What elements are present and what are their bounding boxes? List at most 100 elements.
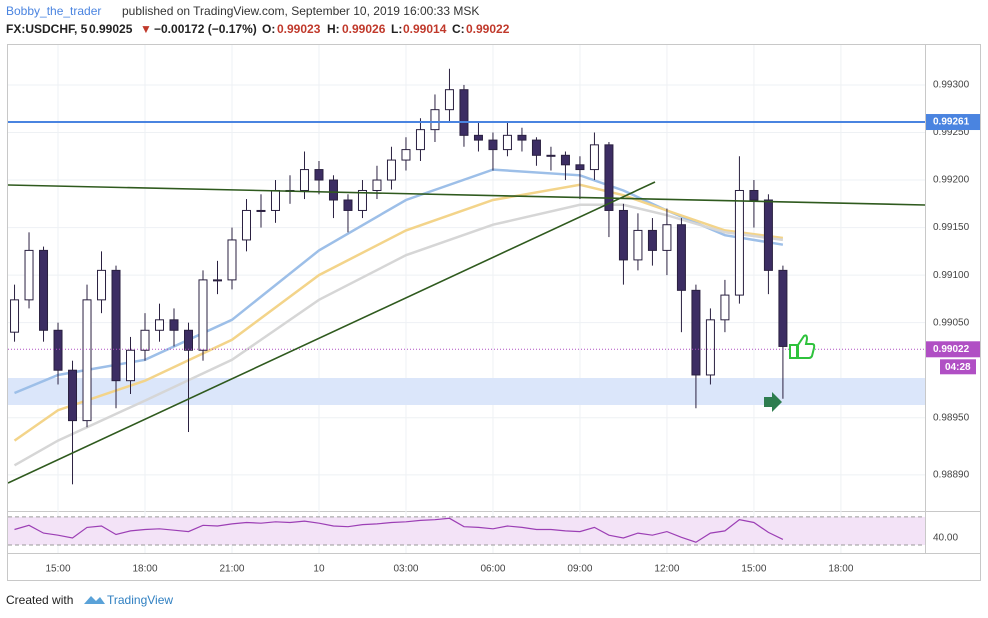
candle-body xyxy=(473,134,483,141)
candle-body xyxy=(618,209,628,261)
price-label: 0.99261 xyxy=(933,117,970,128)
close-label: C: xyxy=(452,22,465,36)
trend-line xyxy=(8,184,925,206)
y-tick-label: 40.00 xyxy=(933,533,958,544)
last-price-box xyxy=(926,341,980,358)
candle-body xyxy=(517,134,527,141)
candle-body xyxy=(82,299,92,422)
symbol: FX:USDCHF, 5 xyxy=(6,22,88,36)
last: 0.99025 xyxy=(89,22,133,36)
main-pane xyxy=(8,68,925,485)
candle-body xyxy=(10,299,20,333)
candle-body xyxy=(430,109,440,131)
candle-body xyxy=(97,269,107,301)
candle-body xyxy=(633,229,643,261)
candle-body xyxy=(299,169,309,191)
frame xyxy=(7,44,981,581)
candle-body xyxy=(676,224,686,291)
high: 0.99026 xyxy=(342,22,386,36)
high-label: H: xyxy=(327,22,340,36)
candle-body xyxy=(155,319,165,331)
x-tick-label: 10 xyxy=(313,564,325,575)
candle-body xyxy=(444,89,454,111)
candle-body xyxy=(241,209,251,241)
moving-average xyxy=(13,203,784,467)
x-tick-label: 21:00 xyxy=(219,564,244,575)
candle-body xyxy=(415,129,425,151)
rsi-pane xyxy=(8,516,925,546)
candle-body xyxy=(111,269,121,382)
y-tick-label: 0.99300 xyxy=(933,80,970,91)
drawings xyxy=(8,181,925,484)
y-tick-label: 0.99250 xyxy=(933,127,970,138)
published: published on TradingView.com, September … xyxy=(122,4,479,18)
candle-body xyxy=(502,134,512,151)
y-tick-label: 0.98950 xyxy=(933,412,970,423)
candle-body xyxy=(749,189,759,201)
x-tick-label: 18:00 xyxy=(828,564,853,575)
x-tick-label: 18:00 xyxy=(132,564,157,575)
price-label-box xyxy=(926,114,980,131)
author[interactable]: Bobby_the_trader xyxy=(6,4,101,18)
candle-body xyxy=(68,369,78,422)
candle-body xyxy=(39,249,49,331)
arrow-icon xyxy=(764,392,782,412)
candle-body xyxy=(270,189,280,211)
candle-body xyxy=(488,139,498,151)
x-tick-label: 15:00 xyxy=(741,564,766,575)
candle-body xyxy=(647,229,657,251)
candle-body xyxy=(357,189,367,211)
candle-body xyxy=(662,224,672,251)
logo xyxy=(84,596,105,604)
x-tick-label: 06:00 xyxy=(480,564,505,575)
axes: 0.99300 0.99250 0.99200 0.99150 0.99100 0.990… xyxy=(46,80,980,575)
candle-body xyxy=(778,269,788,347)
countdown-box xyxy=(940,359,976,375)
y-tick-label: 0.99150 xyxy=(933,222,970,233)
candle-body xyxy=(691,289,701,376)
rsi-band xyxy=(8,516,925,545)
low-label: L: xyxy=(391,22,402,36)
candle-body xyxy=(604,144,614,211)
y-tick-label: 0.99100 xyxy=(933,270,970,281)
rsi-line xyxy=(14,517,784,543)
candle-body xyxy=(705,319,715,376)
candle-body xyxy=(720,294,730,321)
candle-body xyxy=(198,279,208,351)
candle-body xyxy=(126,349,136,382)
countdown: 04:28 xyxy=(945,362,971,373)
change: −0.00172 (−0.17%) xyxy=(154,22,257,36)
candle-body xyxy=(763,199,773,271)
candle-body xyxy=(589,144,599,171)
x-tick-label: 15:00 xyxy=(46,564,71,575)
candle-body xyxy=(169,319,179,331)
candle-body xyxy=(401,149,411,161)
candle-body xyxy=(343,199,353,211)
candle-body xyxy=(546,154,556,157)
candle-body xyxy=(53,329,63,371)
candle-body xyxy=(140,329,150,351)
candle-body xyxy=(212,279,222,282)
candle-body xyxy=(328,179,338,201)
candle-body xyxy=(531,139,541,156)
footer-text: Created with xyxy=(6,593,73,607)
brand[interactable]: TradingView xyxy=(107,593,173,607)
candle-body xyxy=(575,164,585,171)
candle-body xyxy=(314,169,324,181)
open-label: O: xyxy=(262,22,275,36)
x-tick-label: 12:00 xyxy=(654,564,679,575)
close: 0.99022 xyxy=(466,22,510,36)
last-price-label: 0.99022 xyxy=(933,344,970,355)
candle-body xyxy=(184,329,194,351)
candle-body xyxy=(386,159,396,181)
open: 0.99023 xyxy=(277,22,321,36)
x-tick-label: 03:00 xyxy=(393,564,418,575)
y-tick-label: 0.99200 xyxy=(933,175,970,186)
thumbs-up-icon xyxy=(789,334,816,359)
candle-body xyxy=(560,154,570,166)
y-tick-label: 0.99050 xyxy=(933,317,970,328)
candle-body xyxy=(459,89,469,136)
low: 0.99014 xyxy=(403,22,447,36)
